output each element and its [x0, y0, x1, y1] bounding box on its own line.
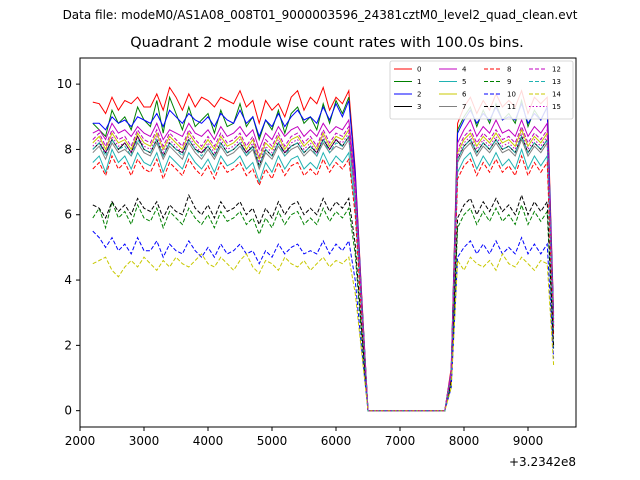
y-tick-label: 10	[57, 77, 72, 91]
legend-label-7: 7	[462, 103, 466, 111]
y-tick-label: 6	[64, 208, 72, 222]
x-tick-label: 5000	[257, 434, 288, 448]
series-line-13	[92, 134, 555, 412]
legend-box	[389, 60, 574, 120]
y-tick-label: 2	[64, 338, 72, 352]
x-offset-label: +3.2342e8	[509, 455, 576, 469]
series-line-4	[92, 118, 555, 412]
legend-label-3: 3	[417, 103, 421, 111]
x-tick-label: 6000	[321, 434, 352, 448]
x-tick-label: 8000	[449, 434, 480, 448]
y-tick-label: 4	[64, 273, 72, 287]
legend-label-2: 2	[417, 91, 421, 99]
legend-label-11: 11	[507, 103, 516, 111]
series-line-5	[92, 147, 555, 412]
x-tick-label: 3000	[129, 434, 160, 448]
series-line-11	[92, 193, 555, 412]
legend-label-0: 0	[417, 66, 421, 74]
x-tick-label: 9000	[513, 434, 544, 448]
series-line-14	[92, 252, 555, 412]
y-tick-label: 8	[64, 142, 72, 156]
series-line-1	[92, 95, 555, 412]
series-layer	[92, 85, 555, 412]
legend-label-13: 13	[552, 78, 561, 86]
legend-label-5: 5	[462, 78, 466, 86]
series-line-10	[92, 230, 555, 412]
x-axis: 2000 3000 4000 5000 6000 7000 8000 9000	[65, 427, 544, 448]
chart-supertitle: Data file: modeM0/AS1A08_008T01_90000035…	[62, 8, 578, 22]
legend-label-10: 10	[507, 91, 516, 99]
legend-label-15: 15	[552, 103, 561, 111]
legend-label-1: 1	[417, 78, 421, 86]
legend-label-6: 6	[462, 91, 467, 99]
chart-title: Quadrant 2 module wise count rates with …	[130, 35, 524, 51]
x-tick-label: 7000	[385, 434, 416, 448]
series-line-3	[92, 134, 555, 412]
x-tick-label: 2000	[65, 434, 96, 448]
axes-frame	[79, 57, 577, 428]
series-line-2	[92, 100, 555, 412]
y-tick-label: 0	[64, 404, 72, 418]
legend-label-12: 12	[552, 66, 561, 74]
series-line-15	[92, 131, 555, 412]
legend-label-14: 14	[552, 91, 561, 99]
series-line-8	[92, 154, 555, 412]
legend-label-4: 4	[462, 66, 467, 74]
x-tick-label: 4000	[193, 434, 224, 448]
y-axis: 0 2 4 6 8 10	[57, 77, 80, 418]
series-line-6	[92, 128, 555, 412]
series-line-9	[92, 200, 555, 412]
legend-label-9: 9	[507, 78, 511, 86]
series-line-7	[92, 138, 555, 412]
legend-label-8: 8	[507, 66, 511, 74]
